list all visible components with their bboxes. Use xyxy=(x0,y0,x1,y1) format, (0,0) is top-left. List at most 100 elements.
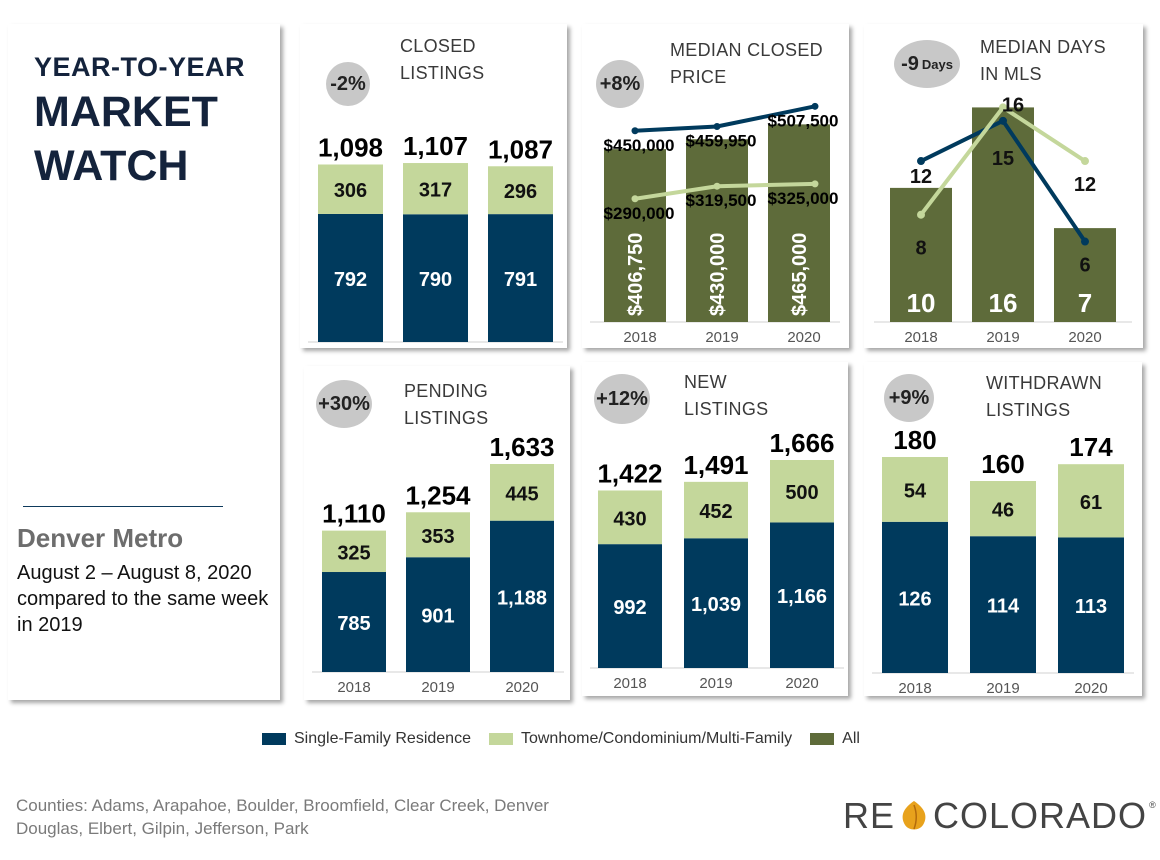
label-total-2018: 1,422 xyxy=(597,458,662,488)
bar-all-2019 xyxy=(972,107,1034,322)
label-condo-2018: 430 xyxy=(613,508,646,530)
point-sfr-2019 xyxy=(999,116,1007,125)
counties-list: Counties: Adams, Arapahoe, Boulder, Broo… xyxy=(16,796,549,838)
label-condo-2018: $290,000 xyxy=(604,204,675,223)
bar-all-2020 xyxy=(768,124,830,322)
point-sfr-2020 xyxy=(1081,237,1089,246)
label-total-2020: 1,087 xyxy=(488,134,553,164)
recolorado-logo: RE COLORADO ® xyxy=(843,795,1157,836)
tick-label-2020: 2020 xyxy=(1068,329,1101,346)
legend-item-condo: Townhome/Condominium/Multi-Family xyxy=(488,730,792,748)
label-condo-2019: 317 xyxy=(419,180,452,202)
bar-sfr-2020 xyxy=(770,522,834,668)
withdrawn-title: WITHDRAWN LISTINGS xyxy=(986,373,1103,420)
label-sfr-2018: $450,000 xyxy=(604,136,675,155)
label-total-2019: 1,107 xyxy=(403,131,468,161)
bar-condo-2020 xyxy=(490,464,554,521)
bar-condo-2020 xyxy=(770,460,834,523)
bar-sfr-2019 xyxy=(684,538,748,668)
label-sfr-2020: 1,166 xyxy=(777,586,827,608)
label-total-2020: 1,666 xyxy=(769,428,834,458)
tick-label-2020: 2020 xyxy=(787,329,820,346)
bar-condo-2019 xyxy=(684,481,748,539)
tick-label-2018: 2018 xyxy=(898,680,931,696)
label-sfr-2018: 992 xyxy=(613,597,646,619)
new-change-badge: +12% xyxy=(594,374,650,424)
point-sfr-2018 xyxy=(917,157,925,166)
tick-label-2018: 2018 xyxy=(904,329,937,346)
median-days-card: 10 2018 16 2019 7 2020 12 15 6 8 16 12 -9 Days MEDIA… xyxy=(864,24,1143,348)
bar-condo-2019 xyxy=(970,481,1036,537)
closed-title: CLOSED LISTINGS xyxy=(400,36,485,83)
logo-registered-mark: ® xyxy=(1149,800,1157,810)
bar-condo-2020 xyxy=(488,166,553,215)
label-all-2018: $406,750 xyxy=(625,233,647,316)
point-condo-2019 xyxy=(999,103,1007,112)
label-sfr-2018: 126 xyxy=(898,588,931,610)
label-condo-2019: 452 xyxy=(699,501,732,523)
label-all-2019: 16 xyxy=(989,288,1018,318)
logo-colorado-text: COLORADO xyxy=(933,795,1148,836)
legend-item-sfr: Single-Family Residence xyxy=(262,730,471,748)
pending-title: PENDING LISTINGS xyxy=(404,381,489,428)
closed-listings-chart: 7923061,09820187903171,10720197912961,08… xyxy=(308,131,563,343)
header-line1: YEAR-TO-YEAR xyxy=(34,52,246,82)
tick-label-2019: 2019 xyxy=(421,679,454,696)
label-sfr-2020: 791 xyxy=(504,269,537,291)
tick-label-2018: 2018 xyxy=(623,329,656,346)
label-total-2019: 160 xyxy=(981,449,1024,479)
label-sfr-2020: 1,188 xyxy=(497,587,547,609)
bar-sfr-2019 xyxy=(403,214,468,342)
bar-sfr-2018 xyxy=(882,521,948,673)
label-total-2019: 1,491 xyxy=(683,450,748,480)
legend-label-sfr: Single-Family Residence xyxy=(294,730,471,747)
label-condo-2019: $319,500 xyxy=(686,191,757,210)
label-condo-2020: 12 xyxy=(1074,174,1096,196)
bar-sfr-2020 xyxy=(1058,537,1124,673)
tick-label-2018: 2018 xyxy=(337,679,370,696)
pending-listings-card: 785 325 1,110 2018 901 353 1,254 2019 1,188 445 1,… xyxy=(304,366,570,700)
legend-swatch-all xyxy=(810,733,835,745)
label-all-2019: $430,000 xyxy=(707,233,729,316)
point-condo-2020 xyxy=(1081,157,1089,166)
days-change-badge: -9 Days xyxy=(894,40,960,88)
label-sfr-2020: 6 xyxy=(1079,255,1090,277)
label-sfr-2018: 785 xyxy=(337,613,370,635)
label-condo-2020: 500 xyxy=(785,482,818,504)
label-total-2020: 174 xyxy=(1069,432,1113,462)
bar-all-2018 xyxy=(890,187,952,322)
point-sfr-2020 xyxy=(811,102,819,110)
bar-condo-2018 xyxy=(322,530,386,573)
label-sfr-2020: $507,500 xyxy=(768,111,839,130)
new-listings-chart: 992 430 1,422 2018 1,039 452 1,491 2019 1,166 500… xyxy=(590,428,844,692)
bar-sfr-2020 xyxy=(490,520,554,672)
label-sfr-2019: 1,039 xyxy=(691,594,741,616)
point-sfr-2018 xyxy=(631,127,639,135)
days-title: MEDIAN DAYS IN MLS xyxy=(980,37,1106,84)
legend: Single-Family Residence Townhome/Condomi… xyxy=(262,730,878,748)
label-condo-2018: 325 xyxy=(337,542,370,564)
bar-sfr-2018 xyxy=(598,544,662,668)
label-condo-2020: 296 xyxy=(504,181,537,203)
pending-change-badge: +30% xyxy=(316,380,372,428)
label-sfr-2019: 15 xyxy=(992,148,1014,170)
bar-condo-2018 xyxy=(318,164,383,214)
aspen-leaf-icon xyxy=(902,801,926,830)
label-condo-2020: $325,000 xyxy=(768,189,839,208)
price-change-badge: +8% xyxy=(596,60,644,108)
closed-change-badge: -2% xyxy=(326,62,370,106)
bar-sfr-2018 xyxy=(322,572,386,672)
label-condo-2018: 54 xyxy=(904,480,927,502)
label-all-2018: 10 xyxy=(907,288,936,318)
label-condo-2020: 61 xyxy=(1080,492,1102,514)
bar-all-2019 xyxy=(686,139,748,322)
tick-label-2020: 2020 xyxy=(505,679,538,696)
title-panel: YEAR-TO-YEAR MARKET WATCH Denver Metro A… xyxy=(8,24,280,700)
divider xyxy=(23,506,223,507)
bar-condo-2019 xyxy=(403,163,468,215)
median-days-chart: 10 2018 16 2019 7 2020 12 15 6 8 16 12 xyxy=(874,94,1132,346)
bar-condo-2019 xyxy=(406,512,470,558)
label-sfr-2019: 901 xyxy=(421,606,454,628)
tick-label-2019: 2019 xyxy=(986,329,1019,346)
tick-label-2019: 2019 xyxy=(705,329,738,346)
